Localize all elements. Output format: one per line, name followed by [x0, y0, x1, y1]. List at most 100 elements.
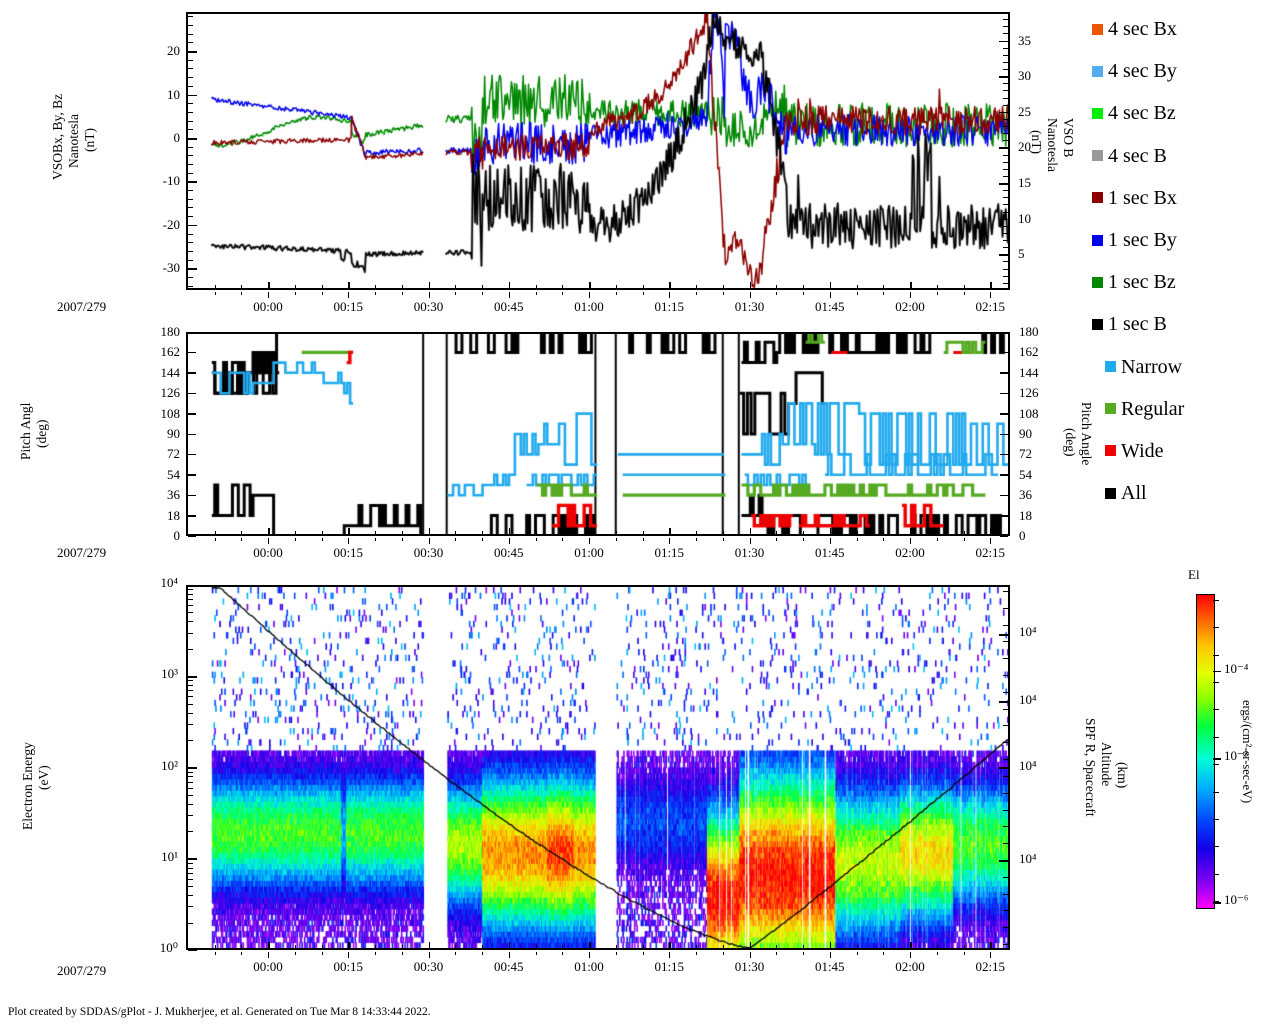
legend-item-1-sec-bx[interactable]: 1 sec Bx	[1092, 177, 1277, 219]
ytick-label-spec-left-2: 10²	[161, 757, 178, 773]
axis-tick	[188, 276, 193, 278]
axis-tick	[696, 292, 697, 295]
axis-tick	[535, 531, 537, 536]
legend-item-1-sec-bz[interactable]: 1 sec Bz	[1092, 261, 1277, 303]
axis-tick	[375, 952, 376, 955]
axis-tick	[188, 285, 193, 287]
axis-tick	[615, 945, 617, 950]
legend-item-narrow[interactable]: Narrow	[1092, 346, 1277, 388]
axis-tick	[803, 945, 804, 950]
legend-item-wide[interactable]: Wide	[1092, 430, 1277, 472]
axis-tick	[188, 723, 193, 725]
colorbar-minor-tick-5	[1213, 736, 1219, 738]
axis-tick	[803, 531, 804, 536]
axis-tick	[188, 224, 197, 227]
axis-tick	[696, 952, 697, 955]
axis-tick	[1003, 691, 1008, 693]
axis-tick	[963, 945, 965, 950]
spectrogram-ylabel-left-text: Electron Energy	[20, 742, 35, 830]
axis-tick	[722, 538, 724, 541]
axis-tick	[1003, 133, 1008, 135]
axis-tick	[669, 282, 671, 290]
legend-item-1-sec-by[interactable]: 1 sec By	[1092, 219, 1277, 261]
ytick-label-pitch-left-6: 72	[167, 446, 180, 462]
xtick-label-pitch-5: 01:15	[654, 545, 685, 560]
axis-tick	[188, 155, 193, 157]
axis-tick	[321, 531, 323, 536]
axis-tick	[829, 942, 832, 950]
axis-tick	[321, 292, 323, 295]
ytick-label-magnetic-left-3: -10	[162, 173, 180, 189]
axis-tick	[188, 685, 193, 687]
legend-item-all[interactable]: All	[1092, 472, 1277, 514]
axis-tick	[1000, 392, 1008, 395]
axis-tick	[1003, 261, 1008, 263]
legend-item-4-sec-bx[interactable]: 4 sec Bx	[1092, 8, 1277, 50]
ytick-label-pitch-right-7: 54	[1019, 466, 1032, 482]
axis-tick	[188, 815, 193, 817]
axis-tick	[1003, 140, 1008, 142]
axis-tick	[482, 531, 483, 536]
xtick-label-mag-4: 01:00	[574, 299, 604, 314]
pitch-ylabel-left-text: Pitch Angl	[18, 402, 33, 460]
axis-tick	[1003, 275, 1008, 277]
axis-tick	[188, 129, 193, 131]
axis-tick	[188, 207, 193, 209]
axis-tick	[883, 538, 885, 541]
axis-tick	[936, 531, 938, 536]
legend-item-4-sec-bz[interactable]: 4 sec Bz	[1092, 92, 1277, 134]
ytick-label-pitch-left-3: 126	[160, 385, 181, 401]
ytick-label-pitch-left-8: 36	[167, 487, 180, 503]
legend-item-4-sec-by[interactable]: 4 sec By	[1092, 50, 1277, 92]
axis-tick	[188, 372, 196, 374]
axis-tick	[482, 945, 483, 950]
colorbar-minor-tick-6	[1213, 764, 1219, 766]
axis-tick	[188, 703, 193, 705]
footer-credit: Plot created by SDDAS/gPlot - J. Mukherj…	[8, 1006, 431, 1018]
footer-credit-text: Plot created by SDDAS/gPlot - J. Mukherj…	[8, 1006, 431, 1018]
legend-swatch-icon	[1092, 65, 1103, 77]
axis-tick	[999, 218, 1008, 221]
axis-tick	[268, 942, 270, 950]
magnetic-field-panel	[186, 12, 1010, 290]
axis-tick	[963, 952, 965, 955]
ytick-label-pitch-left-0: 180	[160, 324, 181, 339]
axis-tick	[999, 111, 1008, 114]
legend-item-regular[interactable]: Regular	[1092, 388, 1277, 430]
axis-tick	[1003, 843, 1008, 845]
axis-tick	[188, 33, 193, 35]
spectrogram-ylabel-right-units2: (km)	[1115, 762, 1130, 788]
axis-tick	[1000, 535, 1008, 538]
xtick-label-spec-3: 00:45	[493, 959, 524, 974]
axis-tick	[803, 292, 804, 295]
axis-tick	[749, 952, 751, 958]
legend-item-4-sec-b[interactable]: 4 sec B	[1092, 135, 1277, 177]
axis-tick	[268, 292, 269, 298]
magnetic-ylabel-left-units-text: Nanotesla	[66, 114, 81, 168]
magnetic-date-label: 2007/279	[57, 300, 106, 313]
axis-tick	[188, 922, 193, 924]
axis-tick	[455, 285, 457, 290]
axis-tick	[188, 94, 197, 97]
axis-tick	[1000, 515, 1008, 517]
axis-tick	[642, 285, 644, 290]
axis-tick	[188, 68, 193, 70]
axis-tick	[188, 268, 197, 270]
ytick-label-spec-left-0: 10⁴	[160, 575, 178, 590]
legend-item-1-sec-b[interactable]: 1 sec B	[1092, 303, 1277, 345]
axis-tick	[1003, 658, 1008, 660]
axis-tick	[829, 282, 832, 290]
axis-tick	[1000, 494, 1008, 497]
ytick-label-magnetic-left-0: 20	[167, 43, 180, 59]
axis-tick	[856, 292, 858, 295]
xtick-label-mag-7: 01:45	[814, 299, 845, 314]
axis-tick	[883, 292, 885, 295]
pitch-ylabel-left: Pitch Angl	[18, 403, 33, 460]
axis-tick	[1000, 453, 1008, 456]
colorbar-title-text: El	[1188, 567, 1200, 582]
axis-tick	[669, 952, 671, 958]
xtick-label-spec-9: 02:15	[975, 959, 1006, 974]
axis-tick	[589, 528, 591, 536]
xtick-label-mag-8: 02:00	[895, 299, 925, 314]
legend-swatch-icon	[1105, 403, 1116, 415]
